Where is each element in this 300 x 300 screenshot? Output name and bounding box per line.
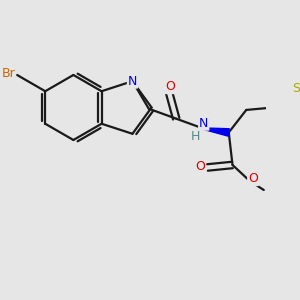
Text: O: O: [248, 172, 258, 185]
Text: O: O: [165, 80, 175, 93]
Text: Br: Br: [2, 67, 15, 80]
Text: S: S: [292, 82, 300, 95]
Text: O: O: [195, 160, 205, 173]
Polygon shape: [204, 128, 229, 136]
Text: N: N: [199, 117, 208, 130]
Text: H: H: [191, 130, 200, 143]
Text: N: N: [128, 75, 137, 88]
